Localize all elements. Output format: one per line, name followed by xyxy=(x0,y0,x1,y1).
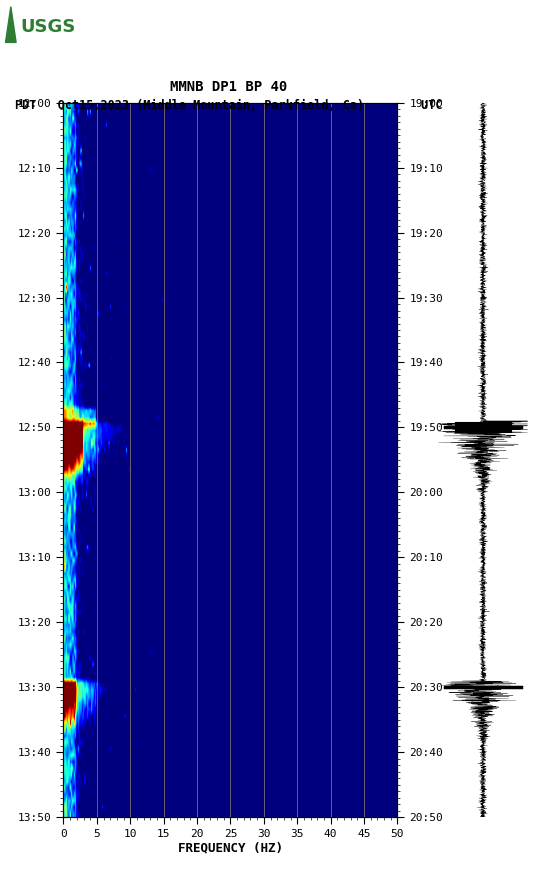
X-axis label: FREQUENCY (HZ): FREQUENCY (HZ) xyxy=(178,842,283,855)
Text: USGS: USGS xyxy=(20,18,76,36)
Text: MMNB DP1 BP 40: MMNB DP1 BP 40 xyxy=(171,80,288,94)
Polygon shape xyxy=(6,6,16,42)
Text: PDT   Oct15,2023 (Middle Mountain, Parkfield, Ca)        UTC: PDT Oct15,2023 (Middle Mountain, Parkfie… xyxy=(15,99,443,112)
